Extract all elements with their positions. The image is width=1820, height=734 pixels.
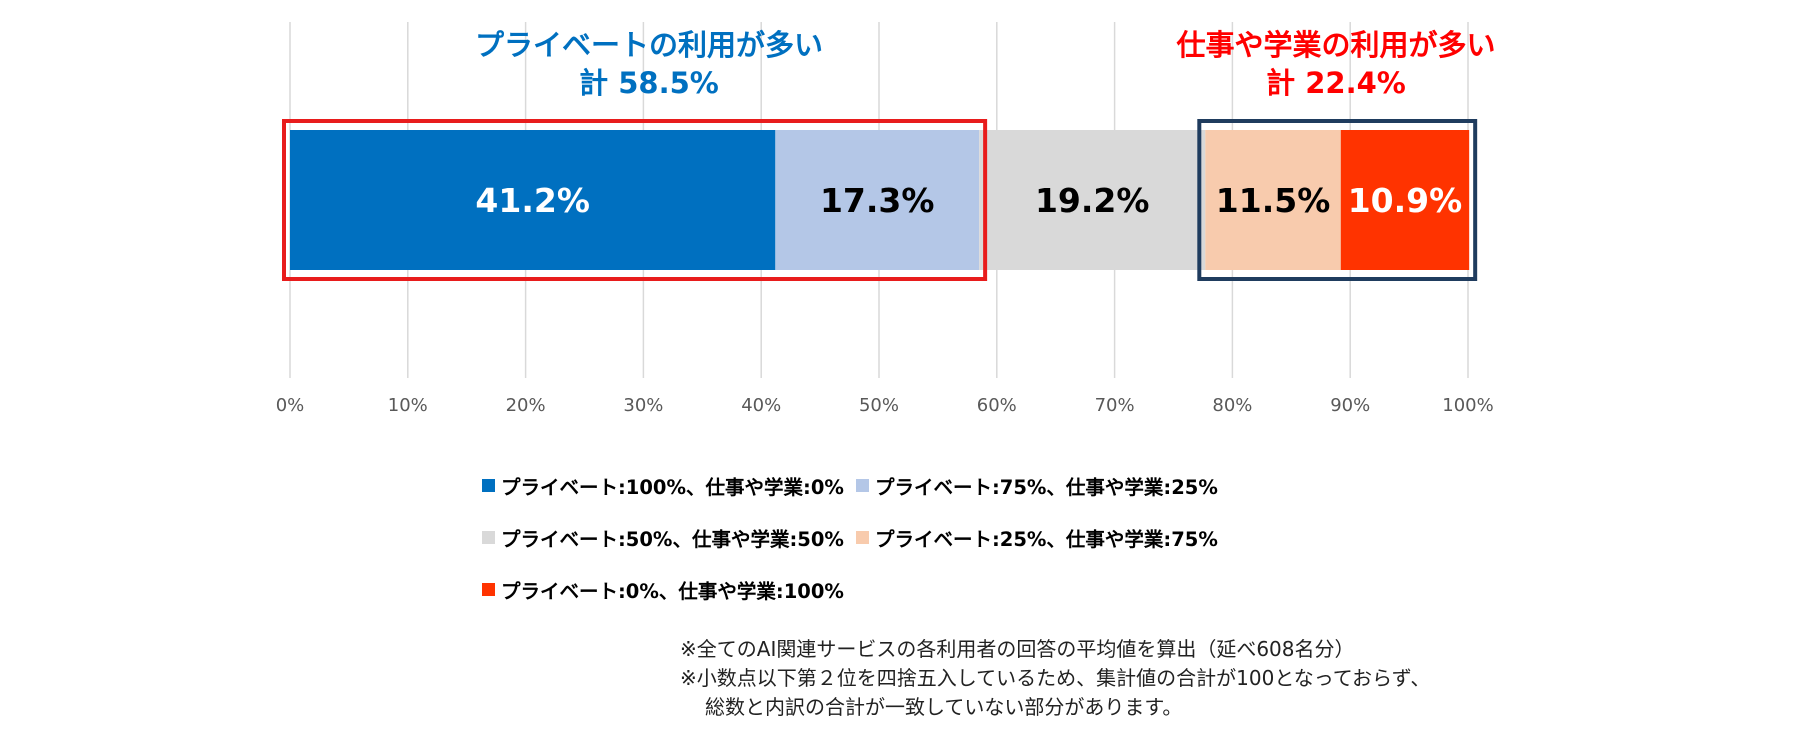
x-axis-ticks: 0% 10% 20% 30% 40% 50% 60% 70% 80% 90% 100% xyxy=(276,395,1494,416)
footnotes: ※全てのAI関連サービスの各利用者の回答の平均値を算出（延べ608名分） ※小数… xyxy=(680,635,1430,722)
bar-segment xyxy=(979,130,1206,270)
legend-item: プライベート:25%、仕事や学業:75% xyxy=(855,523,1218,552)
x-tick-label: 40% xyxy=(741,395,781,416)
legend-label: プライベート:75%、仕事や学業:25% xyxy=(874,475,1218,499)
bar-segment xyxy=(290,130,776,270)
legend-label: プライベート:25%、仕事や学業:75% xyxy=(874,527,1218,551)
legend-row: プライベート:50%、仕事や学業:50% プライベート:25%、仕事や学業:75… xyxy=(482,511,1382,563)
legend-swatch xyxy=(855,530,869,544)
legend-item: プライベート:50%、仕事や学業:50% xyxy=(482,523,844,552)
footnote-3: 総数と内訳の合計が一致していない部分があります。 xyxy=(705,695,1183,719)
x-tick-label: 30% xyxy=(623,395,663,416)
bar-segments: 41.2% 17.3% 19.2% 11.5% 10.9% xyxy=(290,130,1470,270)
stacked-bar-chart: 41.2% 17.3% 19.2% 11.5% 10.9% 0% 10% 20% 30% 40%… xyxy=(276,22,1494,416)
x-tick-label: 80% xyxy=(1212,395,1252,416)
bar-data-label: 10.9% xyxy=(1348,181,1463,220)
x-tick-label: 70% xyxy=(1095,395,1135,416)
legend-item: プライベート:100%、仕事や学業:0% xyxy=(482,471,844,500)
bar-data-label: 41.2% xyxy=(475,181,590,220)
bar-data-label: 17.3% xyxy=(820,181,935,220)
x-tick-label: 20% xyxy=(506,395,546,416)
legend-swatch xyxy=(482,582,495,596)
highlight-boxes xyxy=(282,119,1478,281)
bar-data-label: 19.2% xyxy=(1035,181,1150,220)
x-tick-label: 10% xyxy=(388,395,428,416)
legend-label: プライベート:0%、仕事や学業:100% xyxy=(501,579,844,603)
x-tick-label: 100% xyxy=(1442,395,1493,416)
legend: プライベート:100%、仕事や学業:0% プライベート:75%、仕事や学業:25… xyxy=(482,459,1382,615)
private-group-annotation: プライベートの利用が多い 計 58.5% xyxy=(449,26,849,102)
legend-row: プライベート:0%、仕事や学業:100% xyxy=(482,563,1382,615)
bar-segment xyxy=(775,130,980,270)
work-group-title: 仕事や学業の利用が多い xyxy=(1176,28,1496,62)
bar-segment xyxy=(1205,130,1341,270)
x-tick-label: 90% xyxy=(1330,395,1370,416)
bar-segment xyxy=(1340,130,1470,270)
work-group-box xyxy=(1197,119,1478,281)
legend-swatch xyxy=(482,530,495,544)
x-tick-label: 60% xyxy=(977,395,1017,416)
footnote-1: ※全てのAI関連サービスの各利用者の回答の平均値を算出（延べ608名分） xyxy=(680,637,1355,661)
legend-item: プライベート:0%、仕事や学業:100% xyxy=(482,575,844,604)
private-group-total: 計 58.5% xyxy=(579,66,719,100)
bar-data-label: 11.5% xyxy=(1216,181,1331,220)
private-group-title: プライベートの利用が多い xyxy=(474,28,823,62)
legend-swatch xyxy=(482,478,495,492)
legend-label: プライベート:50%、仕事や学業:50% xyxy=(501,527,844,551)
legend-label: プライベート:100%、仕事や学業:0% xyxy=(501,475,844,499)
work-group-total: 計 22.4% xyxy=(1266,66,1406,100)
legend-item: プライベート:75%、仕事や学業:25% xyxy=(855,471,1218,500)
private-group-box xyxy=(282,119,988,281)
legend-swatch xyxy=(855,478,869,492)
work-group-annotation: 仕事や学業の利用が多い 計 22.4% xyxy=(1136,26,1536,102)
footnote-2: ※小数点以下第２位を四捨五入しているため、集計値の合計が100となっておらず、 xyxy=(680,666,1431,690)
legend-row: プライベート:100%、仕事や学業:0% プライベート:75%、仕事や学業:25… xyxy=(482,459,1382,511)
x-tick-label: 50% xyxy=(859,395,899,416)
x-tick-label: 0% xyxy=(276,395,305,416)
